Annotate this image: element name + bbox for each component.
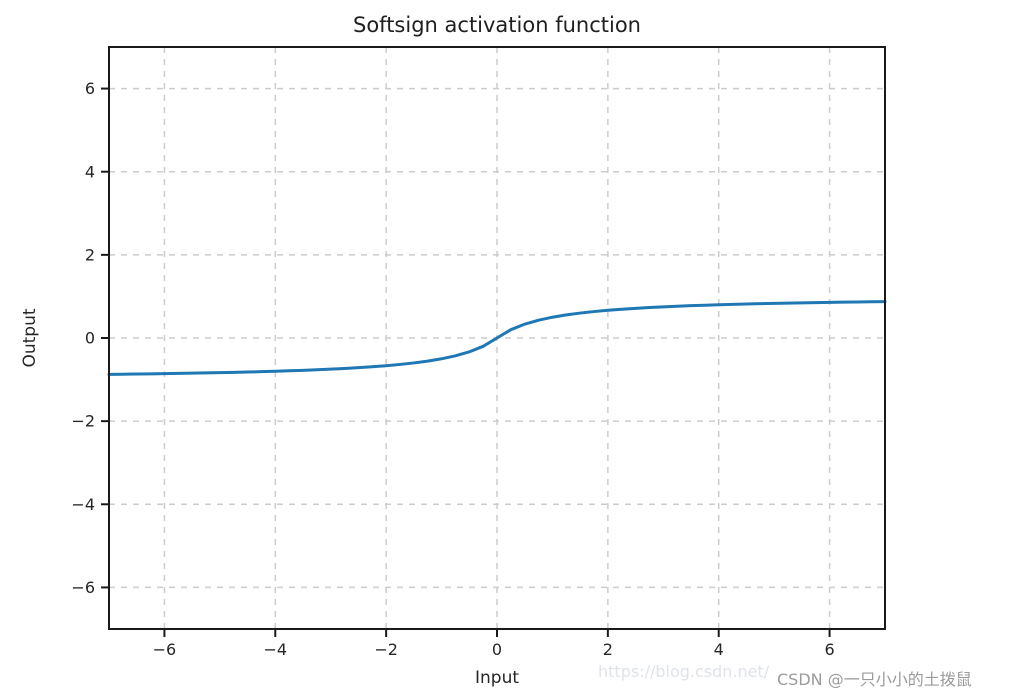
y-tick-label: 2 [85,245,95,264]
x-tick-label: 4 [714,640,724,659]
x-axis-label: Input [474,668,520,688]
y-tick-label: 0 [85,329,95,348]
axis-tick-labels: −6 −4 −2 0 2 4 6 −6 −4 −2 0 2 4 6 [71,79,834,659]
x-tick-label: −2 [374,640,398,659]
x-tick-label: −4 [263,640,287,659]
chart-title: Softsign activation function [353,13,641,37]
softsign-curve [107,300,887,376]
x-tick-label: −6 [153,640,177,659]
watermark-url: https://blog.csdn.net/ [598,662,770,681]
watermark-credit: CSDN @一只小小的土拨鼠 [777,670,972,689]
x-tick-label: 2 [603,640,613,659]
y-tick-label: 4 [85,162,95,181]
x-tick-label: 6 [824,640,834,659]
y-tick-label: −6 [71,578,95,597]
x-tick-label: 0 [492,640,502,659]
y-tick-label: 6 [85,79,95,98]
axis-tick-marks [101,87,831,637]
y-tick-label: −2 [71,412,95,431]
y-tick-label: −4 [71,495,95,514]
